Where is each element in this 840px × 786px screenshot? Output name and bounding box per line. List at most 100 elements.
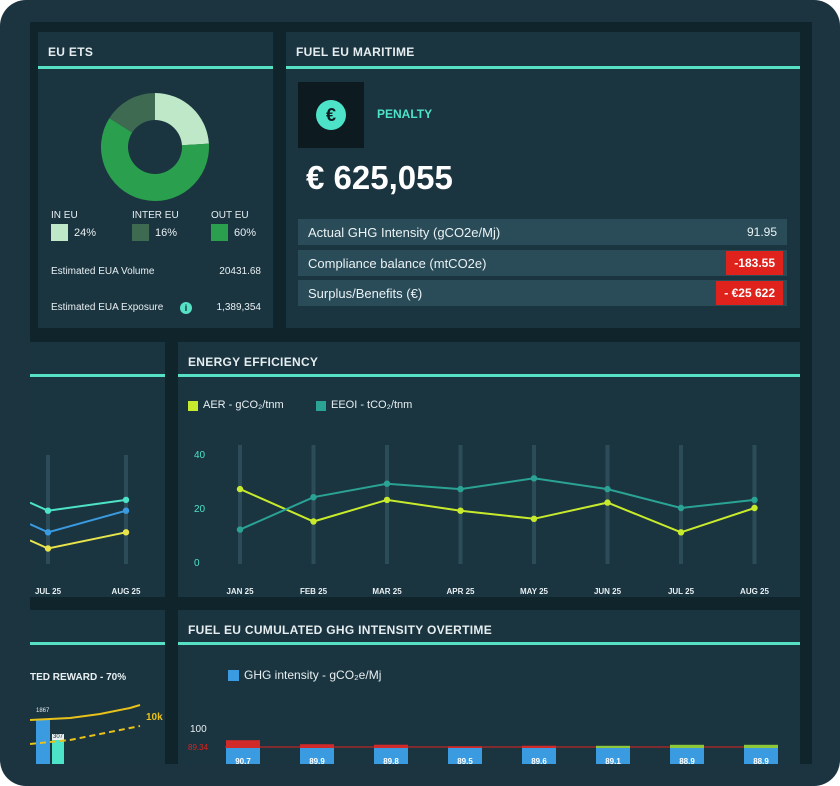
data-point: [44, 529, 52, 536]
x-tick-label: AUG 25: [740, 587, 769, 596]
legend-swatch-out-eu: [211, 224, 228, 241]
data-point: [457, 507, 464, 514]
y-tick-label: 40: [194, 450, 206, 461]
title-underline: [286, 66, 800, 69]
data-point: [236, 526, 244, 533]
legend-swatch-inter-eu: [132, 224, 149, 241]
row-label: Surplus/Benefits (€): [308, 286, 423, 301]
bar: [226, 748, 260, 764]
dashboard-canvas: EU ETS IN EU 24% INTER EU 16% OUT EU 60%…: [30, 22, 812, 764]
bar-cap: [374, 744, 408, 750]
reward-bar-2: [52, 740, 64, 764]
x-tick-label: FEB 25: [300, 587, 328, 596]
reward-title: TED REWARD - 70%: [30, 672, 127, 683]
bar-value-label: 89.6: [531, 757, 547, 764]
bar-value-label: 89.9: [309, 757, 325, 764]
series-line: [30, 509, 127, 534]
panel-title: FUEL EU MARITIME: [296, 45, 415, 59]
data-point: [122, 496, 130, 504]
eua-exposure-label: Estimated EUA Exposure: [51, 302, 164, 313]
legend-label-inter-eu: INTER EU: [132, 210, 179, 221]
donut-segment: [109, 93, 155, 133]
data-point: [751, 504, 758, 512]
data-point: [677, 504, 685, 512]
panel-title: EU ETS: [48, 45, 94, 59]
row-label: Actual GHG Intensity (gCO2e/Mj): [308, 225, 501, 240]
bar: [596, 748, 630, 764]
negative-value-badge: -183.55: [726, 251, 783, 275]
bar: [300, 748, 334, 764]
legend-value-in-eu: 24%: [74, 227, 97, 239]
x-tick-label: JUL 25: [668, 587, 695, 596]
legend-label-eeoi: EEOI - tCO₂/tnm: [331, 399, 413, 411]
data-point: [122, 529, 130, 536]
data-point: [44, 545, 52, 552]
data-point: [236, 485, 244, 493]
legend-label-aer: AER - gCO₂/tnm: [203, 399, 284, 411]
x-tick-label: JAN 25: [226, 587, 254, 596]
series-line: [30, 531, 127, 550]
data-point: [530, 475, 538, 482]
legend-swatch-eeoi: [316, 401, 326, 411]
bar: [744, 748, 778, 764]
data-point: [310, 494, 317, 501]
title-underline: [178, 642, 800, 645]
data-point: [44, 507, 52, 514]
reward-axis-top: 10k: [146, 712, 163, 723]
panel-title: FUEL EU CUMULATED GHG INTENSITY OVERTIME: [188, 623, 493, 637]
x-tick-label: JUN 25: [594, 587, 622, 596]
bar: [522, 748, 556, 764]
bar-value-label: 89.5: [457, 757, 473, 764]
title-underline: [178, 374, 800, 377]
mini-line-chart: JUL 25 AUG 25: [30, 455, 141, 596]
penalty-amount: € 625,055: [306, 159, 453, 196]
penalty-icon-box: €: [298, 82, 364, 148]
reward-panel: TED REWARD - 70% 1867 307 10k 5k: [30, 610, 165, 764]
legend-swatch-aer: [188, 401, 198, 411]
x-tick-label: APR 25: [446, 587, 475, 596]
eu-ets-panel: EU ETS IN EU 24% INTER EU 16% OUT EU 60%…: [38, 32, 273, 328]
y-tick-label: 0: [194, 558, 200, 569]
legend-label-ghg: GHG intensity - gCO₂e/Mj: [244, 668, 382, 682]
y-tick-label: 20: [194, 504, 206, 515]
bar-cap: [596, 745, 630, 750]
row-label: Compliance balance (mtCO2e): [308, 256, 487, 271]
surplus-benefits-row: Surplus/Benefits (€) - €25 622: [298, 280, 787, 306]
series-line: [30, 498, 127, 512]
negative-value-badge: - €25 622: [716, 281, 783, 305]
data-point: [751, 496, 758, 504]
data-point: [457, 485, 464, 493]
bar: [374, 748, 408, 764]
eua-exposure-value: 1,389,354: [216, 302, 262, 313]
legend-swatch-ghg: [228, 670, 239, 681]
data-point: [310, 518, 317, 525]
info-icon[interactable]: i: [180, 302, 192, 314]
ghg-bar-chart: 100 89.34 90.7 89.9 89.8 89.5 89.6 89.1 88.9 88.9: [188, 724, 778, 764]
data-point: [604, 485, 611, 493]
legend-value-inter-eu: 16%: [155, 227, 178, 239]
panel-title: ENERGY EFFICIENCY: [188, 355, 319, 369]
compliance-balance-row: Compliance balance (mtCO2e) -183.55: [298, 250, 787, 276]
data-point: [530, 515, 538, 522]
x-tick-label: JUL 25: [35, 587, 62, 596]
row-value: 91.95: [746, 225, 777, 239]
legend-label-in-eu: IN EU: [51, 210, 78, 221]
partial-line-chart-panel: JUL 25 AUG 25: [30, 342, 165, 597]
title-underline: [38, 66, 273, 69]
title-underline: [30, 642, 165, 645]
reward-bar-1-label: 1867: [36, 708, 50, 714]
reward-lines: [30, 704, 141, 745]
energy-line-chart: JAN 25 FEB 25 MAR 25 APR 25 MAY 25 JUN 25 JUL …: [194, 445, 769, 596]
bar-cap: [744, 744, 778, 750]
bar-cap: [226, 740, 260, 750]
bar-cap: [522, 745, 556, 750]
series-line: [239, 488, 755, 534]
data-point: [604, 499, 611, 506]
x-tick-label: MAY 25: [520, 587, 549, 596]
ghg-intensity-panel: FUEL EU CUMULATED GHG INTENSITY OVERTIME…: [178, 610, 800, 764]
bar-value-label: 90.7: [235, 757, 251, 764]
bar-cap: [300, 744, 334, 750]
data-point: [122, 507, 130, 514]
bar-value-label: 88.9: [753, 757, 769, 764]
